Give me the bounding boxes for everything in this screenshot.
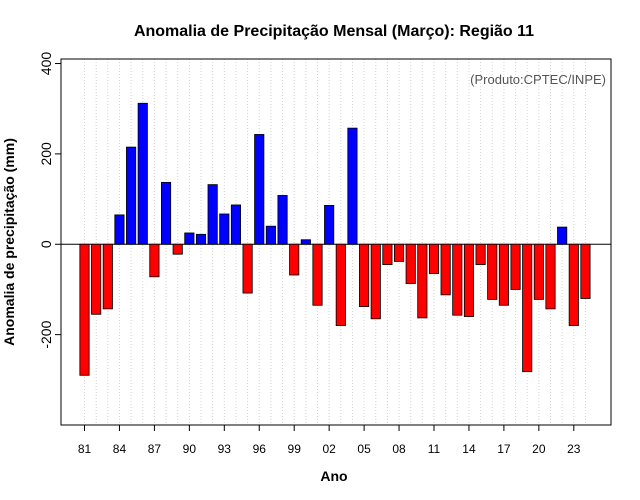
bar-2000 <box>300 239 311 245</box>
bar-1993 <box>219 213 230 245</box>
bar-2005 <box>359 243 370 308</box>
bar-2016 <box>487 243 498 300</box>
bar-1985 <box>126 146 137 245</box>
bar-2011 <box>428 243 440 275</box>
y-tick-label: 400 <box>38 52 54 76</box>
bar-2006 <box>370 243 381 320</box>
x-tick-label: 84 <box>113 442 127 456</box>
x-tick-label: 08 <box>392 442 406 456</box>
x-tick-label: 17 <box>497 442 511 456</box>
y-axis: -200 0 200 400 <box>38 52 61 349</box>
x-tick-label: 20 <box>532 442 546 456</box>
bar-2003 <box>335 243 346 326</box>
bar-2015 <box>475 243 486 265</box>
bar-2019 <box>522 243 533 373</box>
bar-2002 <box>324 204 335 245</box>
bar-2020 <box>533 243 544 300</box>
bar-1990 <box>184 232 195 245</box>
credit-text: (Produto:CPTEC/INPE) <box>470 72 606 87</box>
bar-2012 <box>440 243 451 296</box>
bar-2022 <box>557 226 568 245</box>
x-axis-label: Ano <box>320 468 347 484</box>
x-tick-label: 14 <box>462 442 476 456</box>
x-tick-label: 99 <box>288 442 302 456</box>
bar-2008 <box>393 243 405 262</box>
bar-1987 <box>149 243 160 278</box>
x-tick-label: 11 <box>428 442 441 456</box>
bar-2017 <box>498 243 509 306</box>
bar-1984 <box>114 214 125 245</box>
bar-1989 <box>172 243 183 255</box>
bar-2013 <box>452 243 463 316</box>
bar-1992 <box>207 184 218 245</box>
x-tick-label: 02 <box>322 442 336 456</box>
bar-2021 <box>545 243 556 310</box>
bar-2023 <box>568 243 579 326</box>
x-tick-label: 05 <box>357 442 371 456</box>
bar-1982 <box>91 243 102 315</box>
bar-1995 <box>242 243 253 294</box>
x-tick-label: 23 <box>567 442 581 456</box>
bar-2007 <box>382 243 393 265</box>
plot-frame <box>60 58 612 426</box>
bar-1997 <box>265 225 276 245</box>
bar-2014 <box>463 243 474 317</box>
bar-1999 <box>289 243 300 276</box>
bar-1991 <box>195 233 207 245</box>
chart-title: Anomalia de Precipitação Mensal (Março):… <box>134 23 534 40</box>
x-tick-label: 87 <box>148 442 162 456</box>
bar-2001 <box>312 243 323 306</box>
bar-1983 <box>102 243 113 310</box>
bar-2009 <box>405 243 416 284</box>
bar-2018 <box>510 243 521 290</box>
y-tick-label: 200 <box>38 142 54 166</box>
y-tick-label: -200 <box>38 320 54 348</box>
bar-2010 <box>417 243 428 319</box>
grid-lines <box>84 59 586 425</box>
bar-1996 <box>254 134 265 245</box>
x-tick-label: 81 <box>78 442 92 456</box>
x-tick-label: 90 <box>183 442 197 456</box>
bars <box>79 102 591 376</box>
bar-1986 <box>137 102 148 245</box>
bar-1994 <box>230 204 242 245</box>
bar-1998 <box>277 195 288 245</box>
bar-1988 <box>160 181 172 245</box>
bar-2024 <box>580 243 591 299</box>
bar-1981 <box>79 243 90 376</box>
y-tick-label: 0 <box>38 240 54 248</box>
x-tick-label: 93 <box>218 442 232 456</box>
bar-2004 <box>347 127 358 245</box>
y-axis-label: Anomalia de precipitação (mm) <box>1 138 17 346</box>
x-axis: 81 84 87 90 93 96 99 02 05 08 11 14 17 20 23 <box>78 425 581 456</box>
x-tick-label: 96 <box>253 442 267 456</box>
